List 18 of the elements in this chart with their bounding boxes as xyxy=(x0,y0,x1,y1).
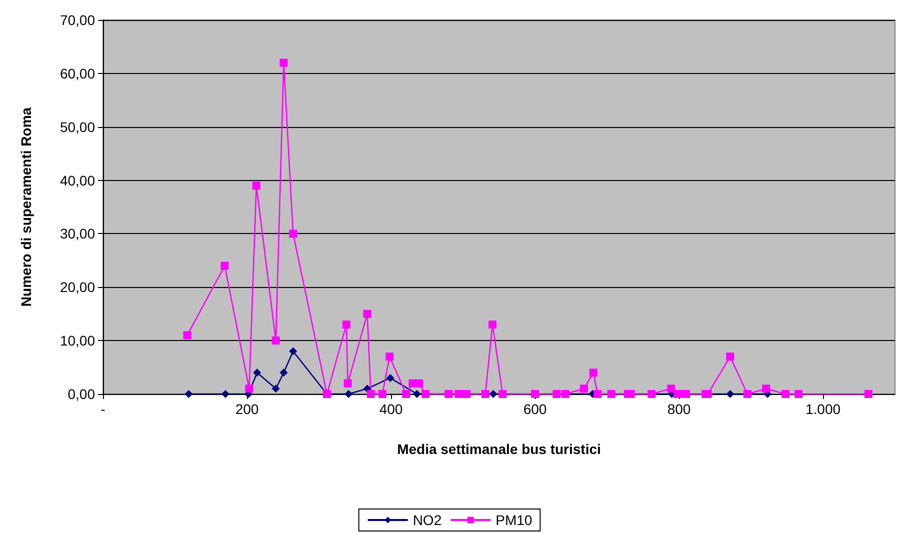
x-tick-label: 600 xyxy=(523,401,547,417)
x-axis-title: Media settimanale bus turistici xyxy=(397,441,601,457)
y-tick-label: 60,00 xyxy=(60,65,96,82)
y-axis-title: Numero di superamenti Roma xyxy=(18,107,34,307)
y-tick-label: 0,00 xyxy=(68,386,96,402)
x-tick-label: 400 xyxy=(379,401,403,417)
x-tick-label: 1.000 xyxy=(805,401,841,417)
legend-label: PM10 xyxy=(496,512,532,528)
x-tick-label: - xyxy=(100,401,106,417)
y-tick-label: 10,00 xyxy=(60,332,96,349)
y-tick-label: 50,00 xyxy=(60,118,96,135)
x-tick-label: 800 xyxy=(667,401,691,417)
y-tick-label: 30,00 xyxy=(60,226,96,242)
legend-label: NO2 xyxy=(412,512,442,528)
x-tick-label: 200 xyxy=(235,401,259,417)
y-tick-label: 70,00 xyxy=(60,12,96,28)
y-tick-label: 20,00 xyxy=(60,279,96,296)
y-tick-label: 40,00 xyxy=(60,172,96,188)
